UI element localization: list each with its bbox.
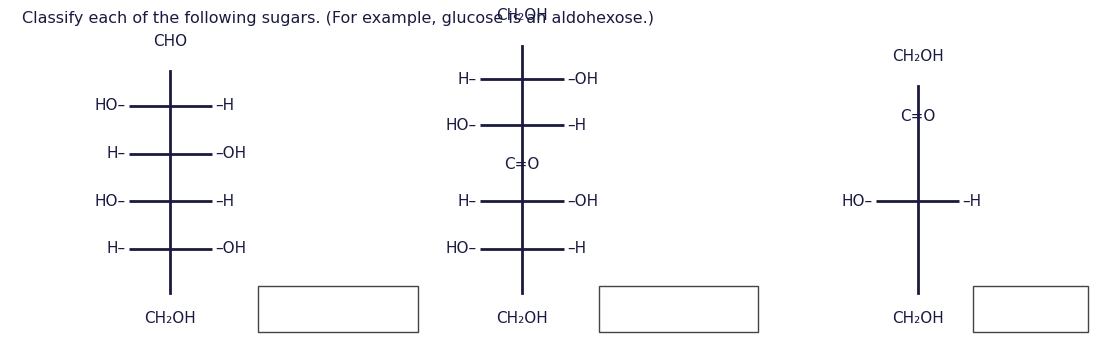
Text: CH₂OH: CH₂OH <box>496 311 548 325</box>
Text: –H: –H <box>215 194 234 209</box>
Text: CH₂OH: CH₂OH <box>891 311 944 325</box>
Text: –H: –H <box>215 98 234 113</box>
Text: HO–: HO– <box>446 118 477 133</box>
Text: –OH: –OH <box>215 146 246 161</box>
Text: CH₂OH: CH₂OH <box>144 311 197 325</box>
Text: HO–: HO– <box>842 194 873 209</box>
Bar <box>599 286 758 332</box>
Text: HO–: HO– <box>95 194 125 209</box>
Text: CH₂OH: CH₂OH <box>496 8 548 23</box>
Text: –OH: –OH <box>215 241 246 256</box>
Text: HO–: HO– <box>95 98 125 113</box>
Text: CHO: CHO <box>153 35 188 49</box>
Text: HO–: HO– <box>446 241 477 256</box>
Text: C=O: C=O <box>900 109 935 124</box>
Text: H–: H– <box>107 241 125 256</box>
Text: –OH: –OH <box>567 72 598 87</box>
Text: H–: H– <box>458 72 477 87</box>
Text: –OH: –OH <box>567 194 598 209</box>
Text: –H: –H <box>567 241 586 256</box>
Text: H–: H– <box>458 194 477 209</box>
Text: Classify each of the following sugars. (For example, glucose is an aldohexose.): Classify each of the following sugars. (… <box>22 11 654 25</box>
Text: –H: –H <box>963 194 981 209</box>
Text: H–: H– <box>107 146 125 161</box>
Text: CH₂OH: CH₂OH <box>891 49 944 64</box>
Text: –H: –H <box>567 118 586 133</box>
Bar <box>973 286 1088 332</box>
Text: C=O: C=O <box>504 157 540 172</box>
Bar <box>258 286 418 332</box>
